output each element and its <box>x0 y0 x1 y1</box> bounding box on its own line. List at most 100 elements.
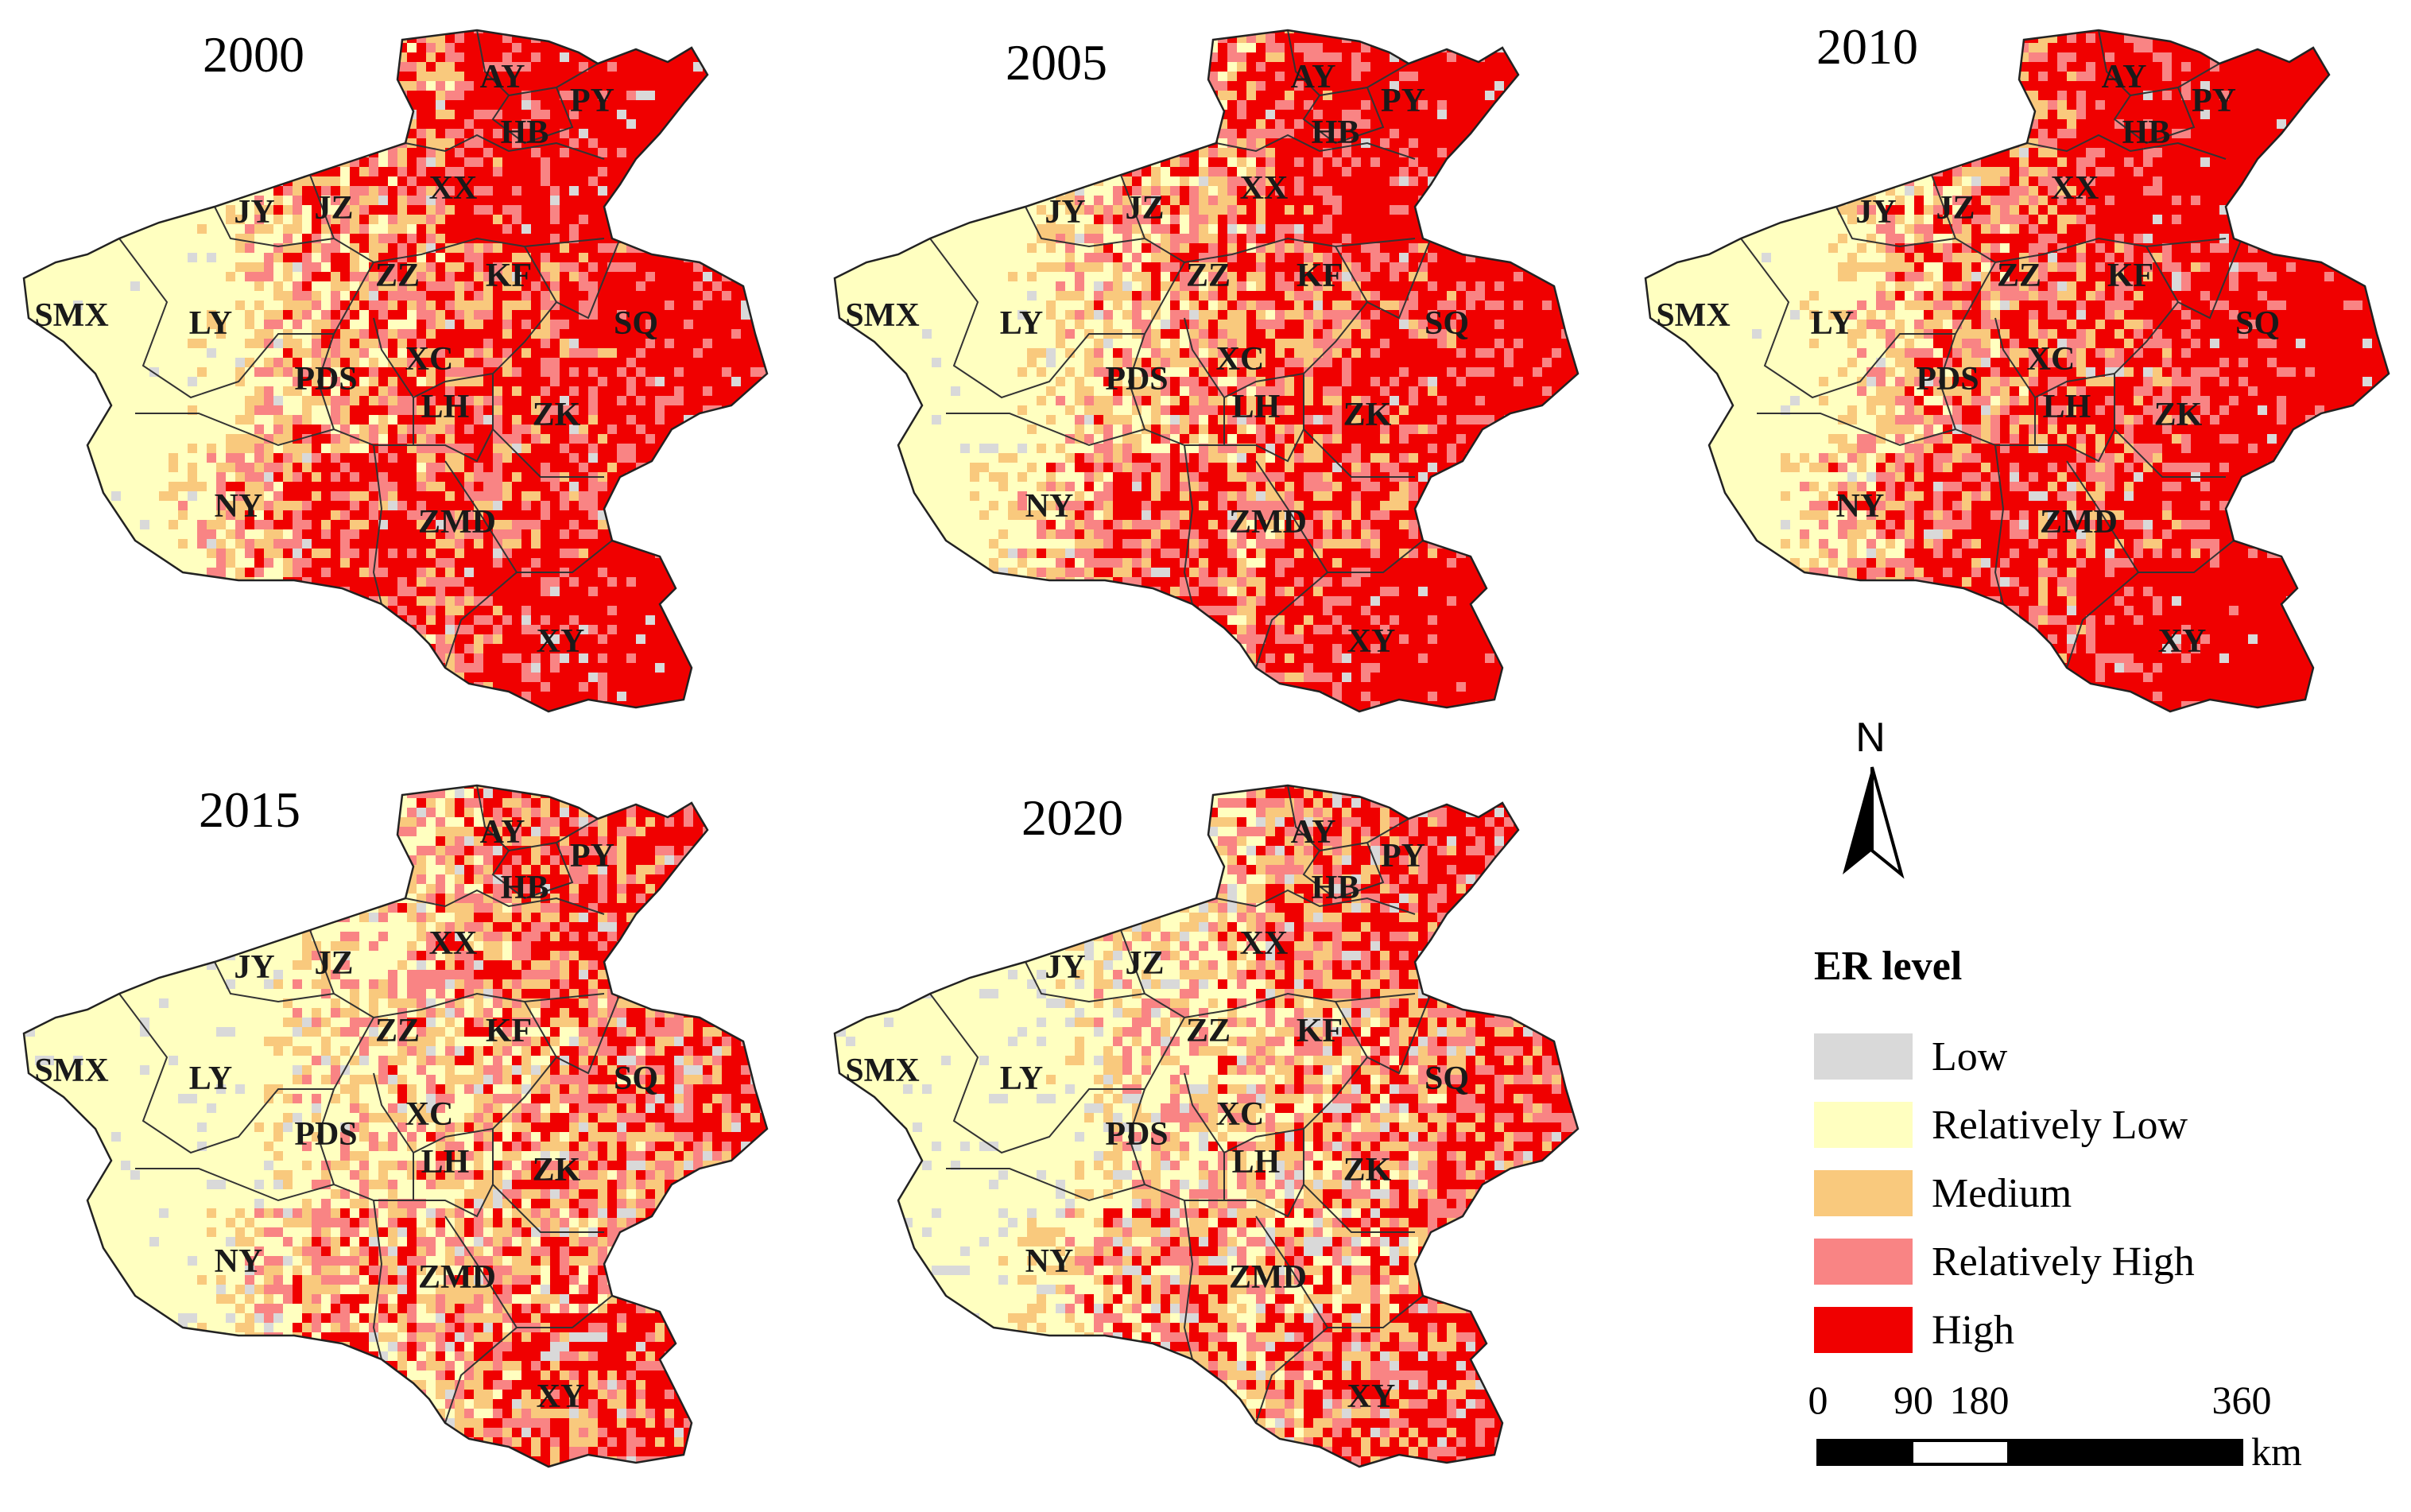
legend-label: Low <box>1932 1034 2008 1080</box>
region-label-pds: PDS <box>294 1116 357 1153</box>
region-label-pds: PDS <box>1105 1116 1168 1153</box>
region-label-kf: KF <box>486 258 532 294</box>
scale-tick-label: 90 <box>1894 1378 1933 1422</box>
region-label-hb: HB <box>1312 870 1360 906</box>
legend: N ER level Low Relatively Low Medium Relative… <box>1808 715 2303 1474</box>
region-label-zk: ZK <box>533 397 581 433</box>
region-label-xx: XX <box>429 170 478 207</box>
region-label-py: PY <box>570 83 614 119</box>
legend-label: Relatively Low <box>1932 1103 2188 1148</box>
region-label-zz: ZZ <box>375 1013 420 1049</box>
scale-unit: km <box>2251 1429 2302 1474</box>
scale-tick-label: 360 <box>2212 1378 2272 1422</box>
scale-tick-label: 180 <box>1950 1378 2010 1422</box>
region-label-xy: XY <box>1347 1378 1396 1415</box>
region-label-ny: NY <box>215 488 263 525</box>
region-label-xc: XC <box>1216 341 1265 378</box>
region-label-zk: ZK <box>1343 397 1392 433</box>
region-label-kf: KF <box>486 1013 532 1049</box>
map-panel-2005: 2005 AY PY HB XX JY JZ ZZ KF SMX LY SQ PDS XC LH ZK NY ZM… <box>833 29 1580 713</box>
region-label-pds: PDS <box>294 361 357 397</box>
region-label-ay: AY <box>1291 59 1336 95</box>
region-label-ny: NY <box>1025 1243 1074 1280</box>
region-label-ny: NY <box>1836 488 1885 525</box>
region-label-xc: XC <box>405 341 454 378</box>
map-panel-2010: 2010 AY PY HB XX JY JZ ZZ KF SMX LY SQ PDS XC LH ZK NY ZM… <box>1644 18 2390 713</box>
region-label-zmd: ZMD <box>2040 504 2118 541</box>
region-label-jy: JY <box>234 194 274 231</box>
region-label-hb: HB <box>1312 114 1360 151</box>
region-label-ay: AY <box>480 59 525 95</box>
region-label-smx: SMX <box>34 297 108 334</box>
region-label-zmd: ZMD <box>418 504 496 541</box>
map-year-title: 2020 <box>1021 789 1123 846</box>
north-label: N <box>1855 715 1886 761</box>
region-label-kf: KF <box>1297 1013 1343 1049</box>
region-label-kf: KF <box>2107 258 2153 294</box>
region-label-jy: JY <box>1855 194 1896 231</box>
map-year-title: 2010 <box>1816 18 1918 75</box>
region-label-smx: SMX <box>845 297 919 334</box>
legend-label: Relatively High <box>1932 1239 2195 1285</box>
region-label-jz: JZ <box>314 945 353 982</box>
map-year-title: 2000 <box>203 26 304 83</box>
scale-bar: 0 90 180 360 km <box>1808 1378 2303 1474</box>
region-label-zk: ZK <box>2154 397 2203 433</box>
region-label-lh: LH <box>2043 389 2091 425</box>
region-label-xx: XX <box>429 925 478 962</box>
region-label-ly: LY <box>1811 305 1855 342</box>
region-label-zmd: ZMD <box>418 1259 496 1296</box>
region-label-xc: XC <box>1216 1096 1265 1133</box>
region-label-smx: SMX <box>34 1053 108 1089</box>
map-year-title: 2015 <box>199 781 300 838</box>
region-label-zz: ZZ <box>375 258 420 294</box>
region-label-sq: SQ <box>614 1060 658 1097</box>
region-label-lh: LH <box>1232 1144 1281 1181</box>
region-label-zz: ZZ <box>1997 258 2041 294</box>
region-label-smx: SMX <box>845 1053 919 1089</box>
region-label-ly: LY <box>189 305 233 342</box>
legend-swatch-1 <box>1814 1102 1913 1148</box>
legend-swatch-0 <box>1814 1033 1913 1080</box>
region-label-hb: HB <box>2122 114 2171 151</box>
region-label-lh: LH <box>421 389 470 425</box>
region-label-xx: XX <box>2051 170 2099 207</box>
region-label-jz: JZ <box>314 190 353 227</box>
region-label-smx: SMX <box>1656 297 1730 334</box>
legend-swatch-3 <box>1814 1239 1913 1285</box>
region-label-jy: JY <box>234 949 274 986</box>
region-label-hb: HB <box>501 114 549 151</box>
region-label-lh: LH <box>1232 389 1281 425</box>
legend-swatch-2 <box>1814 1170 1913 1216</box>
region-label-ny: NY <box>215 1243 263 1280</box>
region-label-pds: PDS <box>1105 361 1168 397</box>
map-panel-2000: 2000 AY PY HB XX JY JZ ZZ KF SMX LY SQ PDS XC LH ZK NY ZM… <box>22 26 769 713</box>
region-label-jz: JZ <box>1936 190 1975 227</box>
region-label-py: PY <box>570 838 614 874</box>
north-arrow-icon: N <box>1843 715 1905 879</box>
region-label-zz: ZZ <box>1186 1013 1231 1049</box>
region-label-xx: XX <box>1240 170 1289 207</box>
legend-label: High <box>1932 1308 2014 1353</box>
region-label-py: PY <box>1381 83 1425 119</box>
region-label-jy: JY <box>1045 949 1085 986</box>
region-label-ly: LY <box>189 1060 233 1097</box>
region-label-zmd: ZMD <box>1229 1259 1307 1296</box>
region-label-ay: AY <box>1291 814 1336 851</box>
region-label-sq: SQ <box>614 305 658 342</box>
region-label-lh: LH <box>421 1144 470 1181</box>
region-label-sq: SQ <box>2235 305 2280 342</box>
region-label-xc: XC <box>405 1096 454 1133</box>
region-label-zk: ZK <box>1343 1152 1392 1188</box>
region-label-xy: XY <box>537 1378 585 1415</box>
region-label-ly: LY <box>1000 305 1044 342</box>
region-label-xx: XX <box>1240 925 1289 962</box>
region-label-kf: KF <box>1297 258 1343 294</box>
region-label-ny: NY <box>1025 488 1074 525</box>
region-label-zmd: ZMD <box>1229 504 1307 541</box>
legend-swatch-4 <box>1814 1307 1913 1353</box>
region-label-jy: JY <box>1045 194 1085 231</box>
region-label-xy: XY <box>537 623 585 660</box>
